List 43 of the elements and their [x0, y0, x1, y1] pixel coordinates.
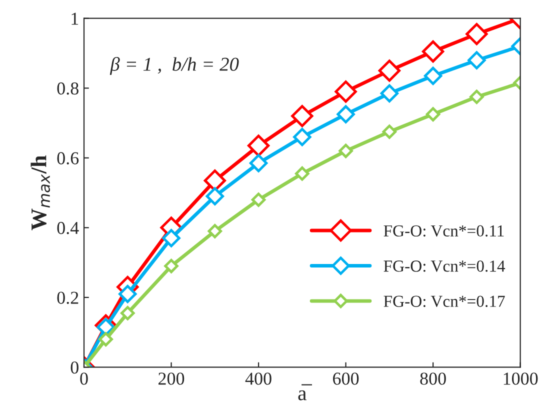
point — [380, 84, 399, 102]
point — [293, 128, 312, 146]
point — [466, 22, 488, 46]
point — [206, 187, 224, 206]
point — [334, 80, 357, 103]
x-tick-label: 800 — [420, 372, 446, 385]
x-tick-label: 600 — [333, 372, 359, 385]
point — [162, 229, 180, 248]
point — [378, 60, 400, 82]
point — [336, 105, 355, 124]
y-tick-label: 1 — [72, 12, 78, 25]
point — [468, 51, 486, 70]
point — [251, 192, 266, 207]
x-tick-label: 0 — [80, 372, 88, 385]
point — [338, 144, 353, 158]
point — [164, 258, 178, 274]
point — [120, 306, 135, 320]
point — [382, 124, 397, 139]
x-axis-title: a̅ — [298, 384, 312, 400]
point — [291, 104, 314, 128]
y-tick-label: 0.2 — [57, 292, 78, 304]
legend-label: FG-O: Vcn*=0.11 — [384, 225, 504, 237]
point — [470, 90, 484, 104]
y-axis-title: W$_{max}$/h — [30, 155, 50, 230]
point — [424, 66, 442, 86]
x-tick-label: 400 — [245, 372, 272, 385]
annotation: β = 1 , b/h = 20 — [110, 56, 239, 75]
legend-label: FG-O: Vcn*=0.14 — [384, 260, 506, 272]
y-tick-label: 0.6 — [57, 152, 79, 164]
y-tick-label: 0 — [70, 361, 78, 374]
point — [249, 154, 268, 172]
point — [247, 134, 270, 157]
point — [98, 332, 113, 346]
y-tick-label: 0.8 — [57, 82, 78, 95]
y-tick-label: 0.4 — [57, 222, 79, 234]
point — [118, 284, 137, 304]
point — [422, 40, 444, 63]
x-tick-label: 200 — [158, 372, 184, 385]
point — [295, 166, 310, 181]
point — [426, 107, 440, 122]
x-tick-label: 1000 — [504, 372, 538, 385]
legend-label: FG-O: Vcn*=0.17 — [384, 296, 505, 308]
point — [208, 224, 222, 238]
